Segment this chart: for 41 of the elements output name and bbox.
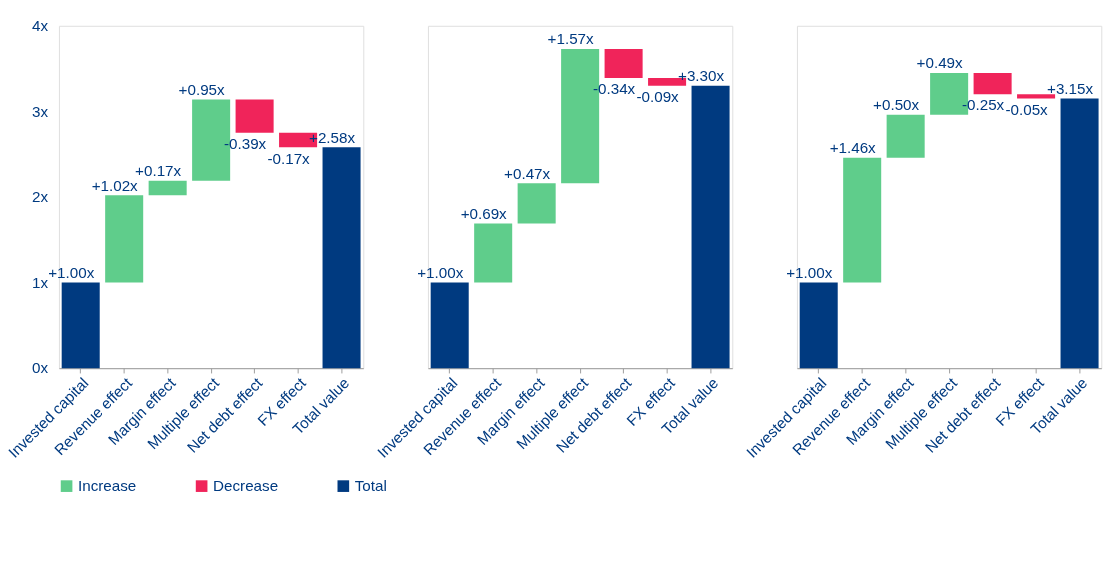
data-label: +0.17x <box>135 161 182 179</box>
bar <box>604 48 643 79</box>
bar <box>1060 98 1099 369</box>
data-label: -0.09x <box>636 87 680 105</box>
bar <box>691 85 730 369</box>
bar <box>61 282 100 369</box>
data-label: +1.00x <box>417 263 464 281</box>
data-label: +0.49x <box>916 54 964 72</box>
bar <box>235 99 274 133</box>
data-label: +3.30x <box>678 66 725 84</box>
bar <box>799 282 838 369</box>
data-label: -0.05x <box>1005 100 1049 118</box>
y-tick-label: 2x <box>31 188 49 206</box>
bar <box>474 223 513 283</box>
bar <box>843 157 882 283</box>
legend-label: Total <box>354 476 387 494</box>
legend-label: Decrease <box>213 476 279 494</box>
data-label: +1.57x <box>547 30 595 48</box>
data-label: +1.00x <box>48 263 95 281</box>
data-label: +1.00x <box>786 263 833 281</box>
bar <box>1017 94 1056 99</box>
data-label: +0.69x <box>460 204 508 222</box>
y-tick-label: 1x <box>31 273 49 291</box>
bar <box>148 180 187 196</box>
data-label: +0.50x <box>873 96 920 114</box>
data-label: +1.02x <box>91 176 139 194</box>
bar <box>105 195 144 283</box>
y-tick-label: 3x <box>31 102 49 120</box>
legend-label: Increase <box>77 476 137 494</box>
bar <box>973 72 1012 95</box>
data-label: +0.47x <box>504 164 551 182</box>
data-label: +0.95x <box>178 80 226 98</box>
y-tick-label: 4x <box>31 17 49 35</box>
data-label: -0.17x <box>267 149 311 167</box>
bar <box>517 183 556 224</box>
bar <box>322 147 361 369</box>
bar <box>886 114 925 158</box>
data-label: +3.15x <box>1047 79 1094 97</box>
bar <box>430 282 469 369</box>
y-tick-label: 0x <box>31 359 49 377</box>
data-label: +1.46x <box>829 138 877 156</box>
